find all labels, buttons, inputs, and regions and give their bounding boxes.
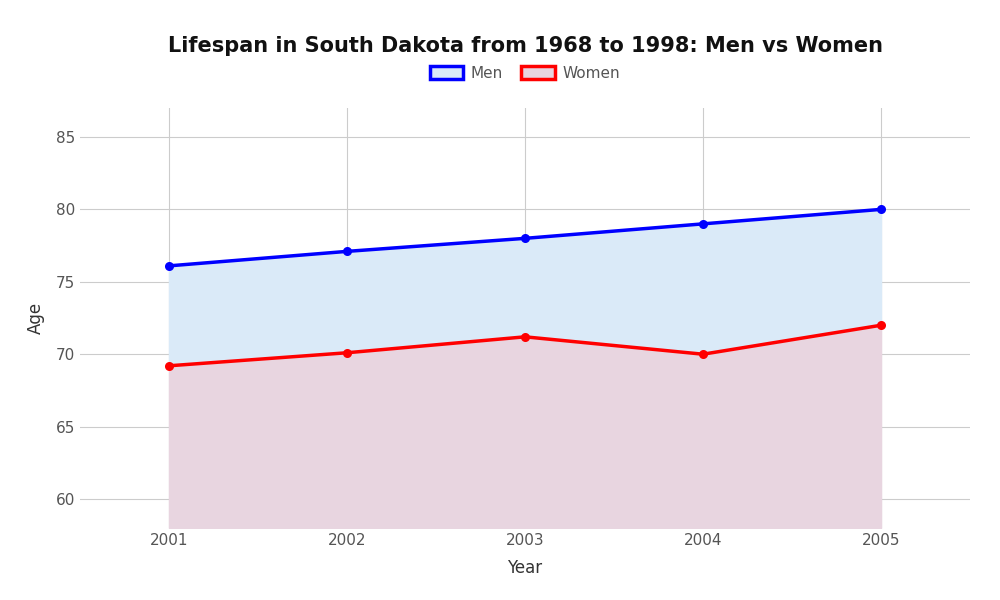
Legend: Men, Women: Men, Women xyxy=(425,61,625,85)
X-axis label: Year: Year xyxy=(507,559,543,577)
Title: Lifespan in South Dakota from 1968 to 1998: Men vs Women: Lifespan in South Dakota from 1968 to 19… xyxy=(168,37,883,56)
Y-axis label: Age: Age xyxy=(27,302,45,334)
